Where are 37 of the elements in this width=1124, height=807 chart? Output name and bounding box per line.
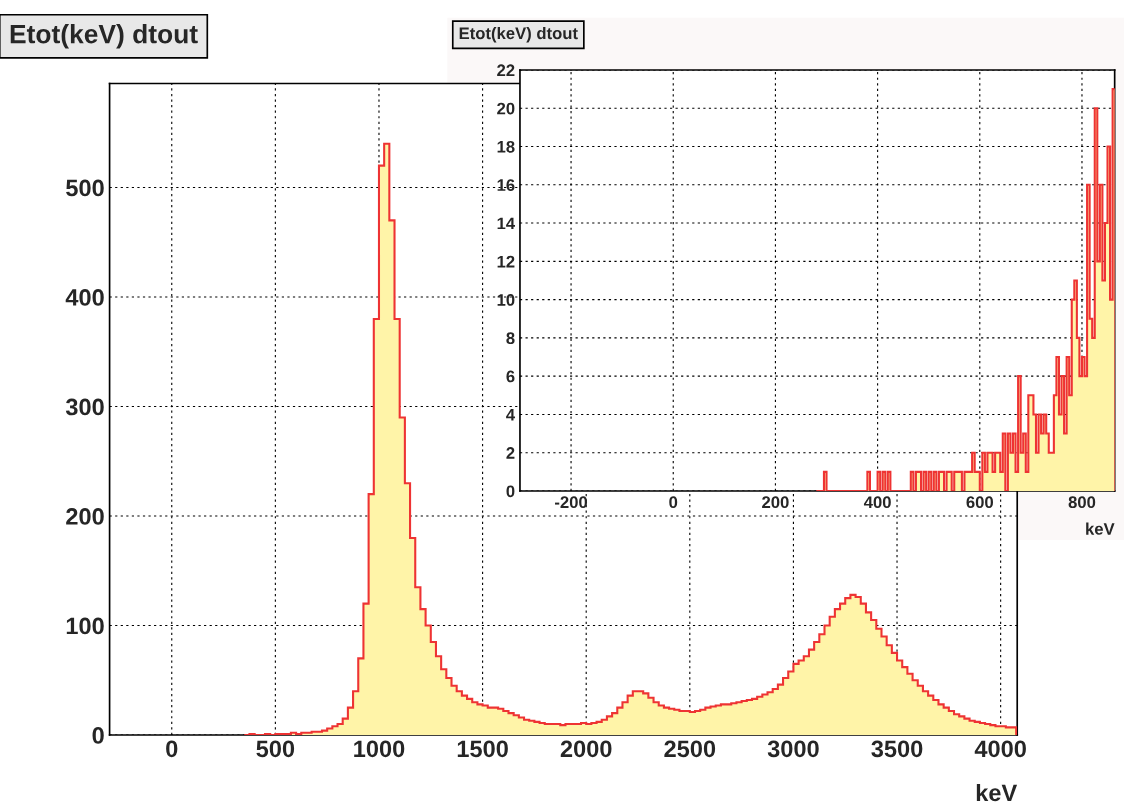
x-axis-title: keV: [976, 783, 1018, 802]
x-tick-label: 3000: [767, 740, 819, 758]
x-tick-label: 4000: [974, 740, 1026, 758]
y-tick-label: 100: [66, 617, 104, 635]
y-tick-label: 500: [66, 179, 104, 197]
x-tick-label: 3500: [871, 740, 923, 758]
y-tick-label: 4: [506, 409, 516, 421]
y-tick-label: 22: [497, 64, 515, 77]
y-tick-label: 18: [497, 140, 515, 153]
x-tick-label: 800: [1068, 496, 1096, 509]
x-tick-label: 400: [863, 496, 891, 509]
y-tick-label: 16: [497, 179, 515, 191]
chart-title: Etot(keV) dtout: [459, 26, 578, 43]
y-tick-label: 200: [66, 508, 104, 525]
y-tick-label: 20: [497, 102, 515, 115]
x-tick-label: 0: [669, 496, 678, 509]
y-tick-label: 12: [497, 255, 515, 268]
y-tick-label: 14: [497, 217, 516, 230]
y-tick-label: 300: [65, 398, 104, 416]
y-tick-label: 2: [506, 447, 515, 459]
x-tick-label: 500: [256, 740, 295, 758]
y-tick-label: 10: [497, 294, 515, 306]
x-tick-label: 0: [166, 740, 178, 758]
y-tick-label: 6: [506, 370, 515, 383]
y-tick-label: 0: [506, 485, 515, 498]
y-tick-label: 8: [506, 332, 515, 345]
x-tick-label: 1500: [457, 740, 508, 758]
x-axis-title: keV: [1086, 522, 1115, 535]
chart-title: Etot(keV) dtout: [10, 24, 198, 49]
y-tick-label: 400: [65, 289, 104, 306]
x-tick-label: -200: [555, 496, 588, 509]
x-tick-label: 600: [966, 496, 994, 509]
x-tick-label: 2500: [664, 740, 716, 758]
x-tick-label: 2000: [560, 740, 612, 758]
x-tick-label: 200: [762, 496, 789, 509]
x-tick-label: 1000: [354, 740, 405, 758]
y-tick-label: 0: [92, 727, 104, 744]
